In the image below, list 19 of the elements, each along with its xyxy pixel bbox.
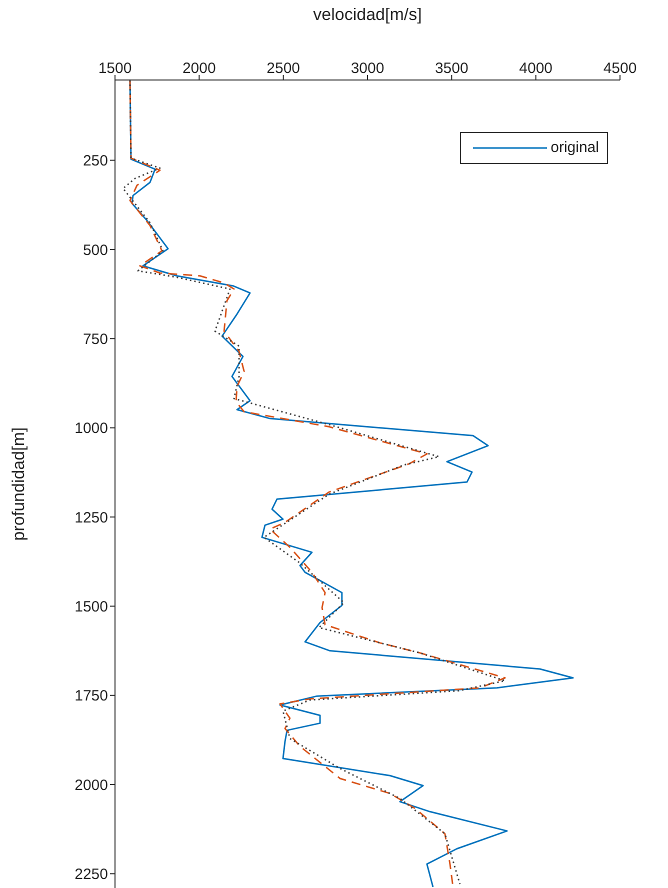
y-tick-label: 2000 <box>74 776 108 794</box>
y-tick-label: 250 <box>82 152 108 170</box>
y-tick-label: 500 <box>82 242 108 259</box>
x-tick-label: 3000 <box>350 60 384 77</box>
y-tick-label: 1750 <box>74 688 108 705</box>
y-tick-label: 1250 <box>74 509 108 526</box>
x-axis-title: velocidad[m/s] <box>313 5 422 24</box>
y-tick-label: 750 <box>82 330 108 348</box>
x-tick-label: 4500 <box>603 60 637 77</box>
legend-label: original <box>550 138 599 158</box>
y-axis-title: profundidad[m] <box>9 427 28 541</box>
x-tick-label: 2000 <box>182 60 216 77</box>
y-tick-label: 1000 <box>74 420 108 438</box>
y-tick-label: 1500 <box>74 598 108 616</box>
x-tick-label: 4000 <box>519 60 553 77</box>
x-tick-label: 1500 <box>98 60 132 77</box>
x-tick-label: 3500 <box>434 60 468 77</box>
y-tick-label: 2250 <box>74 866 108 884</box>
x-tick-label: 2500 <box>266 60 300 77</box>
